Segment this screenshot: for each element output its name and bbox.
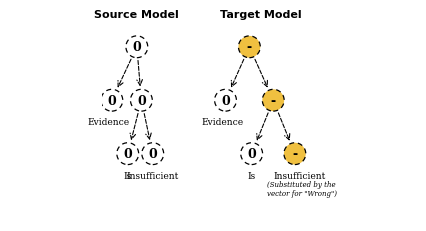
Text: Target Model: Target Model <box>220 10 302 20</box>
Text: -: - <box>292 148 297 161</box>
Text: Source Model: Source Model <box>95 10 179 20</box>
Circle shape <box>142 143 164 165</box>
Text: 0: 0 <box>247 148 256 161</box>
Text: 0: 0 <box>124 148 132 161</box>
Text: 0: 0 <box>148 148 157 161</box>
Text: Is: Is <box>124 171 132 180</box>
Text: -: - <box>247 41 252 54</box>
Text: Insufficient: Insufficient <box>273 171 325 180</box>
Circle shape <box>101 90 123 112</box>
Circle shape <box>241 143 262 165</box>
Text: Insufficient: Insufficient <box>127 171 179 180</box>
Circle shape <box>284 143 306 165</box>
Text: Evidence: Evidence <box>87 118 130 127</box>
Circle shape <box>117 143 138 165</box>
Text: Evidence: Evidence <box>201 118 243 127</box>
Text: 0: 0 <box>107 94 116 107</box>
Circle shape <box>262 90 284 112</box>
Text: -: - <box>271 94 276 107</box>
Text: 0: 0 <box>137 94 146 107</box>
Circle shape <box>239 37 260 58</box>
Circle shape <box>130 90 152 112</box>
Text: 0: 0 <box>221 94 230 107</box>
Text: Is: Is <box>248 171 256 180</box>
Text: 0: 0 <box>132 41 141 54</box>
Circle shape <box>215 90 236 112</box>
Text: (Substituted by the
vector for "Wrong"): (Substituted by the vector for "Wrong") <box>267 180 337 197</box>
Circle shape <box>126 37 148 58</box>
